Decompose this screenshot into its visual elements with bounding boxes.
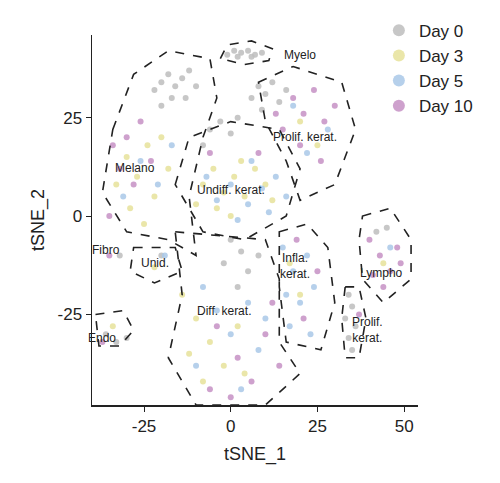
svg-text:0: 0	[226, 417, 235, 436]
svg-text:25: 25	[308, 417, 327, 436]
svg-text:Undiff. kerat.: Undiff. kerat.	[197, 183, 265, 197]
svg-text:Day 10: Day 10	[419, 97, 473, 116]
svg-text:Prolif.kerat.: Prolif.kerat.	[352, 315, 383, 345]
svg-text:0: 0	[73, 207, 82, 226]
svg-text:Diff. kerat.: Diff. kerat.	[197, 304, 251, 318]
svg-text:tSNE_1: tSNE_1	[224, 444, 286, 465]
svg-text:Day 0: Day 0	[419, 22, 463, 41]
svg-text:-25: -25	[132, 417, 157, 436]
svg-text:Melano: Melano	[115, 161, 155, 175]
svg-text:50: 50	[395, 417, 414, 436]
svg-text:-25: -25	[58, 305, 83, 324]
svg-text:Myelo: Myelo	[284, 48, 316, 62]
svg-text:Fibro: Fibro	[92, 243, 120, 257]
svg-text:Prolif. kerat.: Prolif. kerat.	[273, 130, 337, 144]
svg-text:Infla.kerat.: Infla.kerat.	[280, 251, 310, 281]
svg-text:Day 5: Day 5	[419, 72, 463, 91]
svg-text:25: 25	[63, 109, 82, 128]
svg-text:tSNE_2: tSNE_2	[28, 189, 49, 251]
svg-text:Lympho: Lympho	[360, 266, 403, 280]
svg-text:Day 3: Day 3	[419, 47, 463, 66]
svg-text:Endo: Endo	[88, 331, 116, 345]
svg-text:Unid.: Unid.	[141, 256, 169, 270]
